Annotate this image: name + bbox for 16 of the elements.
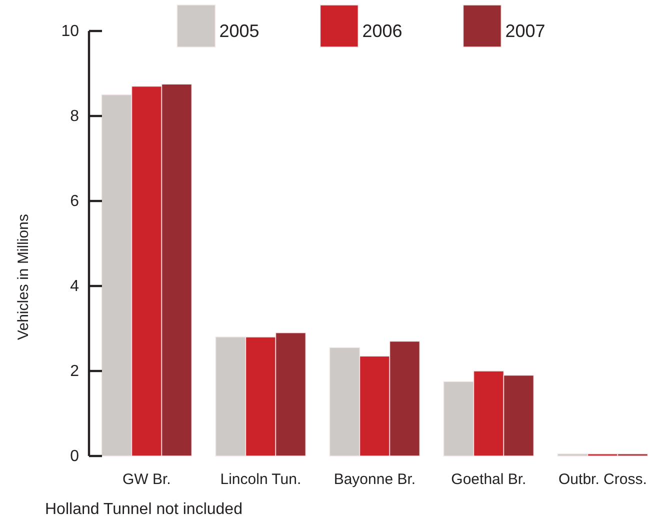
y-tick-label: 2: [70, 363, 80, 380]
legend-label: 2006: [362, 21, 402, 41]
x-tick-label: Lincoln Tun.: [220, 471, 302, 488]
y-tick-label: 10: [61, 23, 80, 40]
legend-label: 2007: [505, 21, 546, 41]
text: Holland Tunnel not included: [45, 501, 242, 518]
y-tick-label: 4: [70, 278, 80, 296]
x-tick-label: Bayonne Br.: [334, 471, 416, 488]
x-tick-label: Goethal Br.: [451, 471, 526, 488]
x-tick-label: GW Br.: [122, 471, 171, 488]
y-tick-label: 0: [70, 448, 80, 466]
legend-label: 2005: [219, 21, 260, 41]
y-tick-label: 8: [70, 108, 80, 126]
x-tick-label: Outbr. Cross.: [558, 471, 647, 488]
y-tick-label: 6: [70, 193, 80, 210]
y-axis-title: Vehicles in Millions: [15, 214, 32, 340]
